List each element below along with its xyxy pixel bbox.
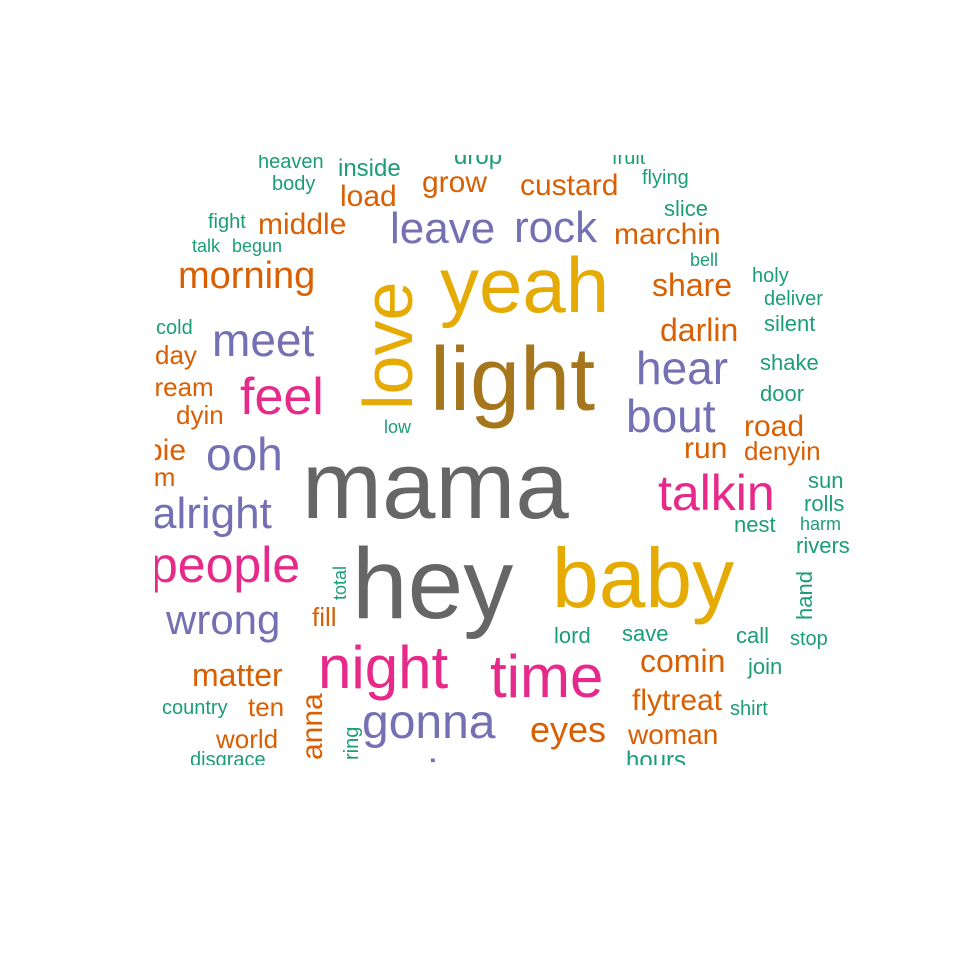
word-denyin: denyin [744, 436, 821, 466]
word-total: total [330, 566, 350, 600]
word-disgrace: disgrace [190, 749, 266, 771]
word-ooh: ooh [206, 428, 283, 480]
word-drop: drop [454, 143, 502, 170]
word-gonna: gonna [362, 696, 496, 749]
word-rolls: rolls [804, 491, 844, 516]
word-share: share [652, 267, 732, 303]
word-rock: rock [514, 203, 598, 252]
word-door: door [760, 381, 804, 406]
word-comin: comin [640, 643, 725, 679]
word-bell: bell [690, 250, 718, 270]
word-body: body [272, 173, 315, 195]
word-save: save [622, 621, 668, 646]
word-world: world [215, 724, 278, 754]
word-bout: bout [626, 390, 716, 442]
word-light: light [430, 330, 595, 430]
word-flying: flying [642, 167, 689, 189]
word-run: run [684, 432, 727, 465]
word-nest: nest [734, 512, 776, 537]
word-hours: hours [626, 747, 686, 774]
word-call: call [736, 623, 769, 648]
word-jesus: jesus [426, 751, 531, 800]
word-deliver: deliver [764, 288, 823, 310]
word-marchin: marchin [614, 218, 721, 251]
word-hey: hey [352, 528, 513, 640]
word-silent: silent [764, 311, 815, 336]
word-harm: harm [800, 514, 841, 534]
word-morning: morning [178, 255, 315, 297]
word-talkin: talkin [658, 465, 775, 521]
word-feel: feel [240, 368, 324, 426]
word-low: low [384, 417, 412, 437]
word-fight: fight [208, 211, 246, 233]
word-alright: alright [152, 489, 272, 538]
word-people: people [150, 537, 300, 593]
word-darlin: darlin [660, 312, 738, 348]
word-holy: holy [752, 265, 789, 287]
word-anna: anna [296, 693, 329, 760]
word-hand: hand [792, 571, 817, 620]
word-custard: custard [520, 169, 618, 202]
word-road: road [744, 410, 804, 443]
word-night: night [318, 634, 448, 701]
word-fruit: fruit [612, 147, 646, 169]
word-join: join [747, 654, 782, 679]
word-love: love [349, 282, 427, 410]
word-dream: dream [140, 372, 214, 402]
word-heaven: heaven [258, 151, 324, 173]
word-middle: middle [258, 208, 346, 241]
word-baby: baby [552, 531, 734, 625]
word-grow: grow [422, 166, 487, 199]
word-dyin: dyin [176, 400, 224, 430]
word-talk: talk [192, 236, 221, 256]
word-mama: mama [302, 432, 569, 539]
word-shirt: shirt [730, 698, 768, 720]
word-load: load [340, 180, 397, 213]
word-slice: slice [664, 196, 708, 221]
word-fill: fill [312, 602, 337, 632]
word-leave: leave [390, 204, 495, 253]
word-eyes: eyes [530, 709, 606, 750]
word-yeah: yeah [440, 241, 609, 329]
word-woman: woman [627, 719, 718, 750]
word-rivers: rivers [796, 533, 850, 558]
word-sun: sun [808, 468, 843, 493]
word-shake: shake [760, 350, 819, 375]
word-begun: begun [232, 236, 282, 256]
word-ten: ten [248, 692, 284, 722]
word-day: day [155, 340, 197, 370]
word-pie: pie [146, 434, 186, 467]
word-hear: hear [636, 342, 728, 394]
word-matter: matter [192, 657, 283, 693]
word-meet: meet [212, 314, 314, 366]
word-cold: cold [156, 317, 193, 339]
word-stop: stop [790, 628, 828, 650]
word-lady: lady [366, 761, 417, 792]
word-ring: ring [341, 727, 363, 760]
word-flytreat: flytreat [632, 684, 723, 717]
word-country: country [162, 697, 228, 719]
word-wrong: wrong [165, 596, 280, 643]
word-im: im [148, 462, 175, 492]
word-time: time [490, 643, 603, 710]
word-inside: inside [338, 155, 401, 182]
word-lord: lord [554, 623, 591, 648]
